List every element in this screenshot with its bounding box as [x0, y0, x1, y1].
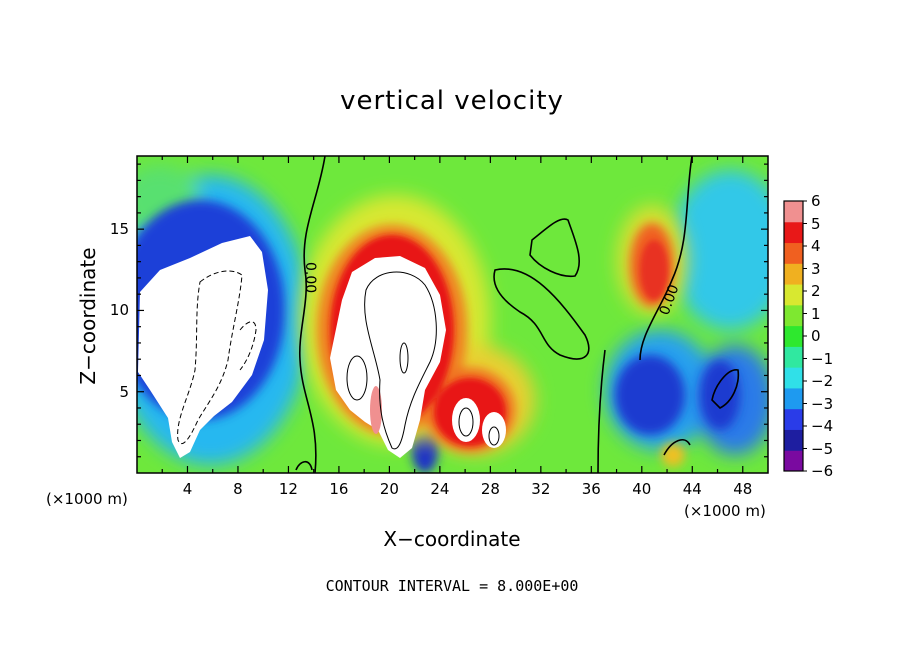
contour-label: 0.00: [302, 262, 318, 293]
colorbar-swatch: [784, 367, 803, 389]
colorbar-tick-label: −6: [811, 462, 834, 480]
colorbar-tick-label: 0: [811, 327, 821, 345]
colorbar-swatch: [784, 325, 803, 347]
colorbar-tick-label: −2: [811, 372, 834, 390]
plot-frame: [136, 155, 769, 474]
inner-contours: [177, 270, 500, 450]
colorbar-tick-label: 5: [811, 214, 821, 233]
colorbar-swatch: [784, 242, 803, 264]
colorbar-tick-label: 2: [811, 282, 821, 300]
y-tick-label: 10: [109, 301, 129, 320]
x-tick-label: 40: [632, 480, 652, 498]
x-tick-label: 20: [379, 480, 399, 498]
colorbar-swatch: [784, 263, 803, 285]
x-unit-label-right: (×1000 m): [684, 502, 766, 520]
y-tick-label: 5: [119, 382, 129, 401]
colorbar: [783, 200, 807, 472]
colorbar-tick-label: 3: [811, 259, 821, 278]
contour-interval-note: CONTOUR INTERVAL = 8.000E+00: [325, 577, 579, 595]
x-tick-label: 12: [278, 480, 298, 498]
colorbar-tick-label: 1: [811, 304, 821, 323]
y-axis-label: Z−coordinate: [76, 247, 100, 385]
x-unit-label-left: (×1000 m): [46, 490, 128, 508]
x-tick-label: 16: [329, 480, 349, 498]
colorbar-tick-label: −3: [811, 394, 834, 413]
x-tick-label: 8: [233, 480, 243, 498]
x-tick-label: 24: [430, 480, 450, 498]
colorbar-swatch: [784, 304, 803, 327]
colorbar-tick-label: −1: [811, 349, 834, 368]
colorbar-swatch: [784, 429, 803, 451]
colorbar-swatch: [784, 284, 803, 306]
colorbar-swatch: [784, 201, 803, 223]
colorbar-tick-label: 6: [811, 192, 821, 210]
colorbar-swatch: [784, 221, 803, 244]
colorbar-tick-label: −4: [811, 417, 834, 435]
colorbar-swatch: [784, 450, 803, 472]
x-tick-label: 32: [531, 480, 551, 498]
x-axis-label: X−coordinate: [383, 527, 521, 551]
contour-lines: [295, 156, 740, 473]
x-tick-label: 4: [182, 480, 193, 498]
colorbar-tick-label: −5: [811, 439, 834, 458]
colorbar-swatch: [784, 387, 803, 410]
x-tick-label: 48: [733, 480, 753, 498]
colorbar-swatch: [784, 346, 803, 368]
y-tick-label: 15: [109, 220, 129, 239]
x-tick-label: 44: [682, 480, 702, 498]
colorbar-swatch: [784, 408, 803, 430]
colorbar-tick-label: 4: [811, 237, 821, 255]
axis-ticks: [137, 156, 768, 473]
velocity-field: [137, 156, 768, 473]
x-tick-label: 28: [480, 480, 500, 498]
chart-title: vertical velocity: [340, 86, 564, 116]
x-tick-label: 36: [581, 480, 601, 498]
